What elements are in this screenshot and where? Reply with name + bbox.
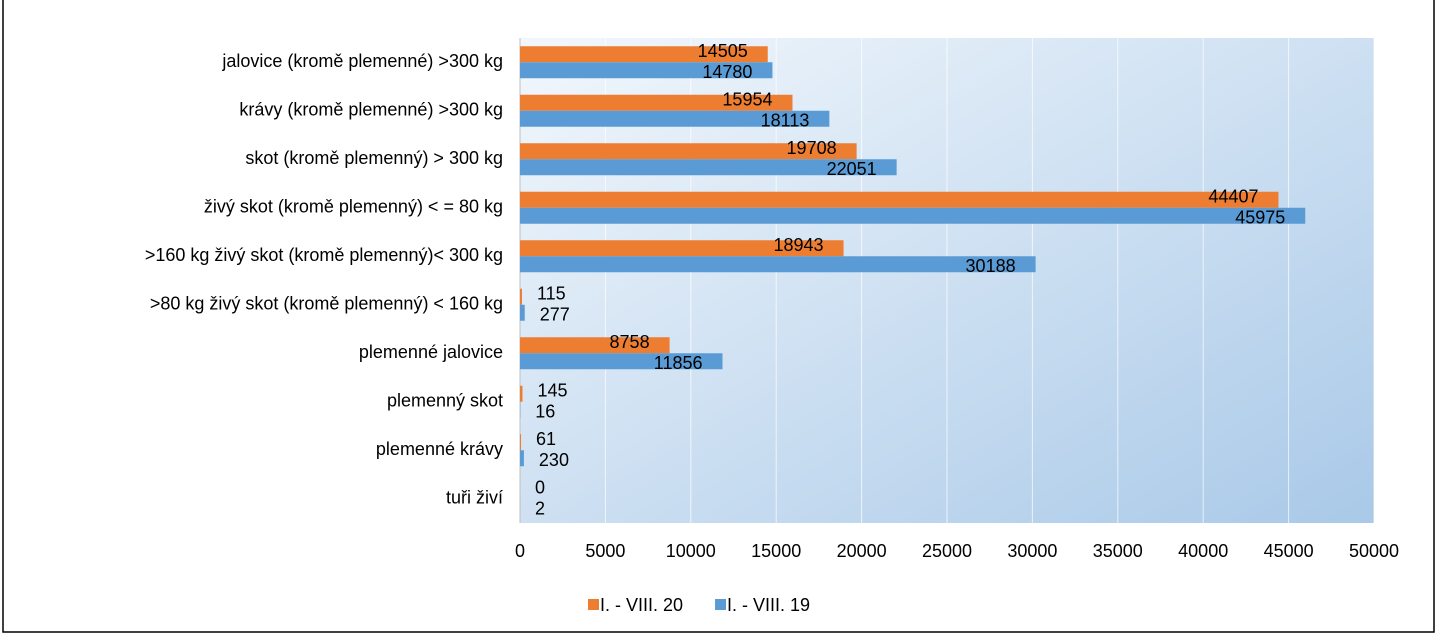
y-tick-label: >80 kg živý skot (kromě plemenný) < 160 …	[150, 294, 503, 314]
bar	[520, 304, 525, 321]
bar	[520, 256, 1036, 273]
data-label: 230	[539, 450, 569, 470]
data-label: 30188	[966, 256, 1016, 276]
bar	[520, 159, 897, 176]
data-label: 0	[535, 478, 545, 498]
data-label: 277	[540, 305, 570, 325]
y-tick-label: živý skot (kromě plemenný) < = 80 kg	[204, 197, 503, 217]
bar	[520, 434, 522, 451]
bar	[520, 207, 1306, 224]
y-tick-label: plemenné jalovice	[359, 342, 503, 362]
data-label: 61	[536, 429, 556, 449]
data-label: 18943	[773, 235, 823, 255]
data-label: 8758	[610, 332, 650, 352]
data-label: 2	[535, 499, 545, 519]
legend-label: I. - VIII. 20	[600, 595, 683, 615]
bar	[520, 353, 723, 370]
x-tick-label: 40000	[1178, 541, 1228, 561]
data-label: 19708	[787, 138, 837, 158]
data-label: 14780	[702, 62, 752, 82]
legend-swatch	[588, 599, 599, 610]
x-tick-label: 10000	[666, 541, 716, 561]
data-label: 45975	[1235, 208, 1285, 228]
bar	[520, 240, 844, 257]
data-label: 44407	[1208, 187, 1258, 207]
y-tick-label: plemenný skot	[387, 391, 503, 411]
bar	[520, 143, 857, 160]
x-tick-label: 35000	[1093, 541, 1143, 561]
data-label: 16	[535, 402, 555, 422]
y-tick-label: jalovice (kromě plemenné) >300 kg	[221, 51, 503, 71]
data-label: 18113	[761, 111, 810, 131]
bar	[520, 191, 1279, 208]
legend-swatch	[715, 599, 727, 610]
data-label: 15954	[722, 90, 772, 110]
x-tick-label: 25000	[922, 541, 972, 561]
y-tick-label: >160 kg živý skot (kromě plemenný)< 300 …	[145, 245, 503, 265]
data-label: 115	[537, 284, 566, 304]
bar	[520, 94, 793, 111]
x-tick-label: 0	[515, 541, 525, 561]
y-tick-label: tuři živí	[446, 488, 503, 508]
x-tick-label: 20000	[837, 541, 887, 561]
bar	[520, 46, 768, 63]
y-tick-label: krávy (kromě plemenné) >300 kg	[239, 100, 503, 120]
legend-label: I. - VIII. 19	[727, 595, 810, 615]
data-label: 11856	[654, 353, 703, 373]
x-tick-label: 50000	[1349, 541, 1399, 561]
y-tick-label: skot (kromě plemenný) > 300 kg	[245, 148, 503, 168]
bar	[520, 337, 670, 354]
x-tick-label: 30000	[1007, 541, 1057, 561]
bar	[520, 450, 524, 467]
bar	[520, 62, 773, 79]
bar	[520, 288, 522, 305]
x-tick-label: 15000	[751, 541, 801, 561]
data-label: 22051	[827, 159, 877, 179]
bar	[520, 385, 523, 402]
x-tick-label: 5000	[585, 541, 625, 561]
x-tick-label: 45000	[1264, 541, 1314, 561]
data-label: 14505	[698, 41, 748, 61]
data-label: 145	[537, 381, 567, 401]
y-tick-label: plemenné krávy	[376, 439, 503, 459]
bar	[520, 110, 830, 127]
